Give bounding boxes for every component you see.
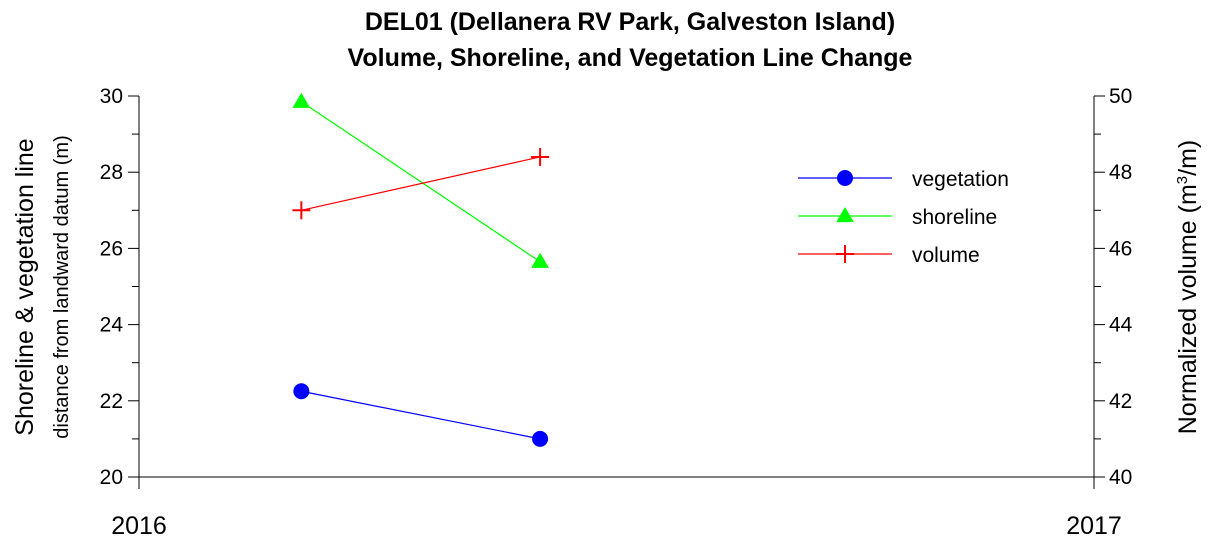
series-markers <box>292 92 550 447</box>
vegetation-series-line <box>301 390 541 440</box>
y-right-label-superscript: 3 <box>1174 176 1191 184</box>
legend-label-vegetation: vegetation <box>912 168 1009 191</box>
shoreline-data-point <box>292 92 311 108</box>
y-right-tick-label: 50 <box>1109 85 1132 108</box>
y-left-axis-sublabel: distance from landward datum (m) <box>51 135 73 438</box>
legend-marker-volume <box>836 245 854 263</box>
y-right-tick-label: 44 <box>1109 314 1133 337</box>
y-left-tick-label: 24 <box>100 314 124 337</box>
y-left-axis-label: Shoreline & vegetation line <box>11 138 39 435</box>
legend-marker-shoreline <box>836 207 854 223</box>
axis-titles: Shoreline & vegetation line distance fro… <box>11 135 1202 438</box>
tick-labels: 20 22 24 26 28 30 40 42 44 46 48 50 2016 2017 <box>100 85 1133 540</box>
y-right-label-suffix: /m) <box>1174 140 1202 176</box>
y-right-label-prefix: Normalized volume (m <box>1174 184 1202 434</box>
y-left-tick-label: 26 <box>100 237 123 260</box>
y-right-tick-label: 48 <box>1109 161 1132 184</box>
legend: vegetation shoreline volume <box>798 168 1009 267</box>
x-tick-label: 2017 <box>1066 512 1122 540</box>
y-left-tick-label: 30 <box>100 85 123 108</box>
legend-marker-vegetation <box>837 170 853 186</box>
y-right-axis-label: Normalized volume (m3/m) <box>1174 140 1202 435</box>
shoreline-series-line <box>301 101 541 263</box>
chart-subtitle: Volume, Shoreline, and Vegetation Line C… <box>348 44 913 72</box>
vegetation-data-point <box>293 383 310 400</box>
volume-series-line <box>301 156 541 211</box>
chart-title: DEL01 (Dellanera RV Park, Galveston Isla… <box>365 8 895 36</box>
x-tick-label: 2016 <box>111 512 167 540</box>
axes <box>138 96 1095 478</box>
y-left-tick-label: 20 <box>100 466 123 489</box>
series-lines <box>301 101 541 440</box>
shoreline-data-point <box>531 252 549 268</box>
y-right-tick-label: 46 <box>1109 237 1132 260</box>
volume-data-point <box>531 147 550 166</box>
y-left-tick-label: 22 <box>100 390 123 413</box>
volume-data-point <box>292 201 311 220</box>
legend-label-shoreline: shoreline <box>912 206 997 229</box>
y-left-tick-label: 28 <box>100 161 123 184</box>
legend-label-volume: volume <box>912 244 980 267</box>
vegetation-data-point <box>532 430 549 447</box>
tick-marks <box>128 95 1105 489</box>
chart-title-group: DEL01 (Dellanera RV Park, Galveston Isla… <box>348 8 913 72</box>
y-right-tick-label: 42 <box>1109 390 1132 413</box>
y-right-tick-label: 40 <box>1109 466 1132 489</box>
